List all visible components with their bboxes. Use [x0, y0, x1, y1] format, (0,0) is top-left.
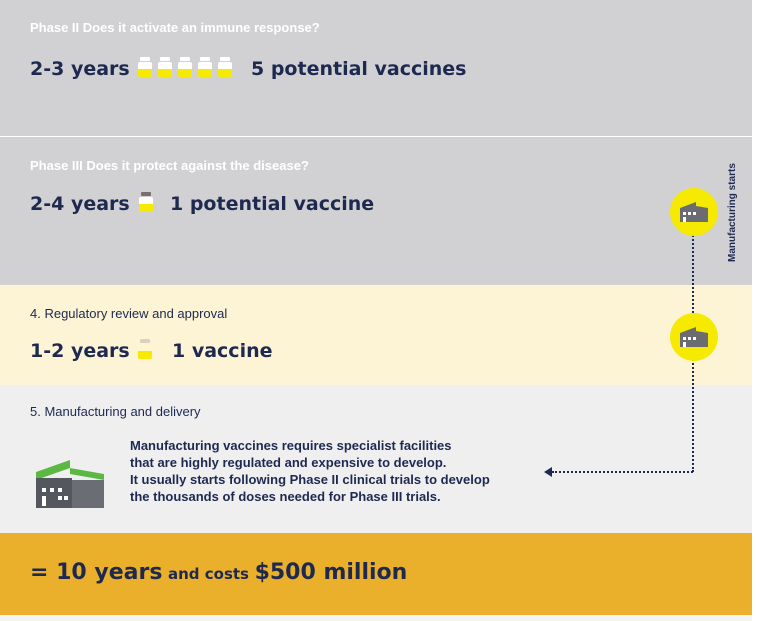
manufacturing-starts-label: Manufacturing starts: [727, 163, 738, 262]
vial-icon: [218, 57, 232, 77]
timeline-connector: [552, 471, 693, 473]
description-line: that are highly regulated and expensive …: [130, 455, 447, 470]
vial-icon: [158, 57, 172, 77]
description-line: Manufacturing vaccines requires speciali…: [130, 438, 452, 453]
total-connector: and costs: [168, 565, 249, 583]
phase-2-heading: Phase II Does it activate an immune resp…: [30, 20, 320, 35]
total-summary: = 10 years and costs $500 million: [30, 560, 407, 585]
description-line: the thousands of doses needed for Phase …: [130, 489, 441, 504]
manufacturing-section: [0, 385, 752, 533]
description-line: It usually starts following Phase II cli…: [130, 472, 490, 487]
vial-icon: [178, 57, 192, 77]
arrow-left-icon: [544, 467, 552, 477]
factory-icon: [670, 188, 718, 236]
phase-2-section: [0, 0, 752, 136]
phase-3-duration: 2-4 years: [30, 193, 130, 215]
vial-icon: [138, 57, 152, 77]
regulatory-vaccine-count: 1 vaccine: [172, 340, 273, 362]
footer-strip: [0, 615, 752, 621]
phase-3-heading: Phase III Does it protect against the di…: [30, 158, 309, 173]
vial-icon: [138, 339, 152, 359]
manufacturing-heading: 5. Manufacturing and delivery: [30, 404, 201, 419]
phase-3-section: [0, 137, 752, 285]
total-cost: $500 million: [254, 560, 408, 585]
total-section: [0, 533, 752, 615]
regulatory-heading: 4. Regulatory review and approval: [30, 306, 228, 321]
regulatory-duration: 1-2 years: [30, 340, 130, 362]
phase-2-vaccine-count: 5 potential vaccines: [251, 58, 467, 80]
regulatory-section: [0, 285, 752, 385]
total-duration: = 10 years: [30, 560, 163, 585]
factory-icon: [670, 313, 718, 361]
phase-2-duration: 2-3 years: [30, 58, 130, 80]
phase-3-vaccine-count: 1 potential vaccine: [170, 193, 375, 215]
manufacturing-description: Manufacturing vaccines requires speciali…: [130, 437, 550, 505]
vial-icon: [139, 192, 153, 212]
vial-icon: [198, 57, 212, 77]
factory-icon: [36, 460, 104, 508]
